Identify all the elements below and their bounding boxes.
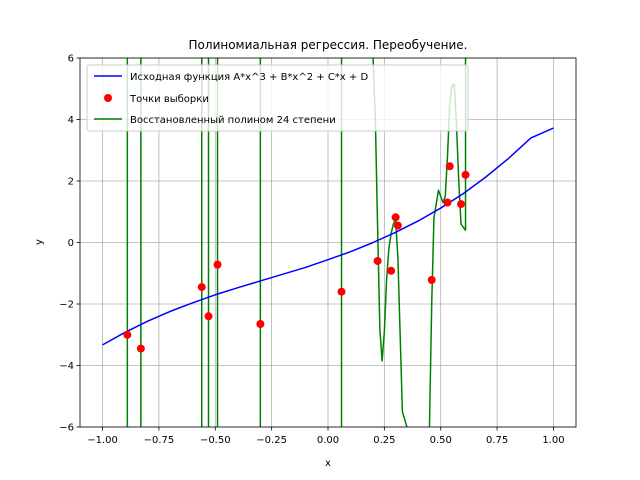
original-function-line [102, 127, 554, 346]
x-tick-label: 0.00 [317, 435, 339, 446]
sample-point [427, 276, 436, 285]
sample-point [213, 260, 222, 269]
y-tick-label: 0 [68, 238, 74, 249]
x-tick-label: 0.50 [430, 435, 452, 446]
x-tick-label: −0.50 [200, 435, 231, 446]
axis-ticks: −1.00 −0.75 −0.50 −0.25 0.00 0.25 0.50 0.75 1.00… [59, 54, 564, 447]
chart-title: Полиномиальная регрессия. Переобучение. [189, 38, 468, 52]
x-axis-label: x [325, 458, 331, 469]
legend: Исходная функция A*x^3 + B*x^2 + C*x + D… [86, 64, 469, 132]
y-tick-label: 2 [68, 177, 74, 188]
sample-point [457, 200, 466, 209]
sample-point [197, 283, 206, 292]
legend-box [86, 64, 469, 132]
legend-label-fit: Восстановленный полином 24 степени [130, 115, 336, 126]
legend-swatch-samples [104, 94, 112, 102]
sample-point [123, 330, 132, 339]
sample-point [461, 170, 470, 179]
x-tick-label: −0.25 [256, 435, 287, 446]
sample-point [136, 344, 145, 353]
y-tick-label: 6 [68, 54, 74, 65]
sample-point [393, 221, 402, 230]
y-tick-label: −4 [59, 361, 74, 372]
sample-point [337, 287, 346, 296]
x-tick-label: 1.00 [542, 435, 564, 446]
legend-label-samples: Точки выборки [129, 94, 209, 105]
y-tick-label: −2 [59, 300, 74, 311]
legend-label-original: Исходная функция A*x^3 + B*x^2 + C*x + D [130, 72, 368, 83]
sample-point [443, 198, 452, 207]
sample-point [391, 213, 400, 222]
x-tick-label: −1.00 [87, 435, 118, 446]
sample-point [204, 312, 213, 321]
y-axis-label: y [34, 239, 45, 245]
y-tick-label: −6 [59, 423, 74, 434]
sample-point [387, 266, 396, 275]
x-tick-label: 0.75 [486, 435, 508, 446]
x-tick-label: 0.25 [373, 435, 395, 446]
sample-point [445, 162, 454, 171]
x-tick-label: −0.75 [144, 435, 175, 446]
y-tick-label: 4 [68, 115, 74, 126]
sample-point [256, 319, 265, 328]
sample-point [373, 256, 382, 265]
